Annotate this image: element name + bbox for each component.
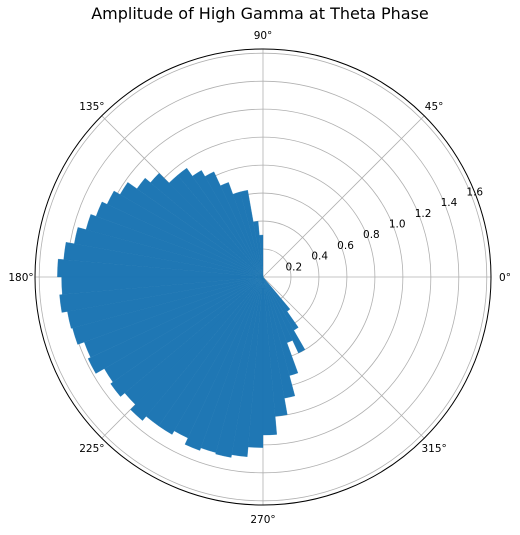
angle-tick-label: 135° bbox=[79, 101, 104, 113]
polar-bar bbox=[158, 276, 264, 435]
angle-tick-label: 45° bbox=[425, 101, 444, 113]
radial-tick-label: 0.4 bbox=[311, 251, 328, 263]
polar-bar bbox=[215, 276, 264, 458]
radial-tick-label: 1.4 bbox=[441, 197, 458, 209]
polar-bar bbox=[262, 276, 306, 354]
polar-bar bbox=[247, 276, 264, 448]
polar-bar bbox=[72, 276, 264, 345]
chart-title: Amplitude of High Gamma at Theta Phase bbox=[91, 4, 429, 23]
polar-bar bbox=[262, 276, 296, 399]
polar-bar bbox=[110, 276, 264, 397]
radial-tick-label: 0.8 bbox=[363, 229, 380, 241]
radial-tick-label: 1.2 bbox=[415, 208, 432, 220]
radial-tick-label: 1.6 bbox=[466, 186, 483, 198]
label-layer: 0° 45° 90° 135° 180° 225° 270° 315° 0.2 0.4 0.6 0.8… bbox=[8, 30, 511, 526]
polar-bar bbox=[184, 276, 264, 451]
angle-tick-label: 180° bbox=[8, 272, 33, 284]
polar-bar bbox=[231, 276, 264, 457]
angle-tick-label: 225° bbox=[79, 443, 104, 455]
angle-tick-label: 0° bbox=[499, 272, 511, 284]
polar-bar bbox=[67, 276, 264, 329]
polar-bar bbox=[262, 276, 299, 331]
radial-tick-label: 1.0 bbox=[389, 218, 406, 230]
polar-bar bbox=[87, 276, 264, 374]
bar-layer bbox=[57, 167, 306, 458]
polar-bar bbox=[130, 276, 264, 421]
polar-frame bbox=[34, 48, 492, 506]
polar-bar bbox=[262, 276, 299, 376]
angle-tick-label: 315° bbox=[421, 443, 446, 455]
angular-gridline bbox=[262, 276, 425, 439]
angle-tick-label: 90° bbox=[254, 30, 273, 42]
polar-bar bbox=[57, 258, 264, 278]
angle-tick-label: 270° bbox=[250, 514, 275, 526]
radial-tick-label: 0.2 bbox=[285, 261, 302, 273]
radial-tick-label: 0.6 bbox=[337, 240, 354, 252]
angular-gridline bbox=[262, 115, 425, 278]
polar-bar bbox=[262, 276, 291, 312]
